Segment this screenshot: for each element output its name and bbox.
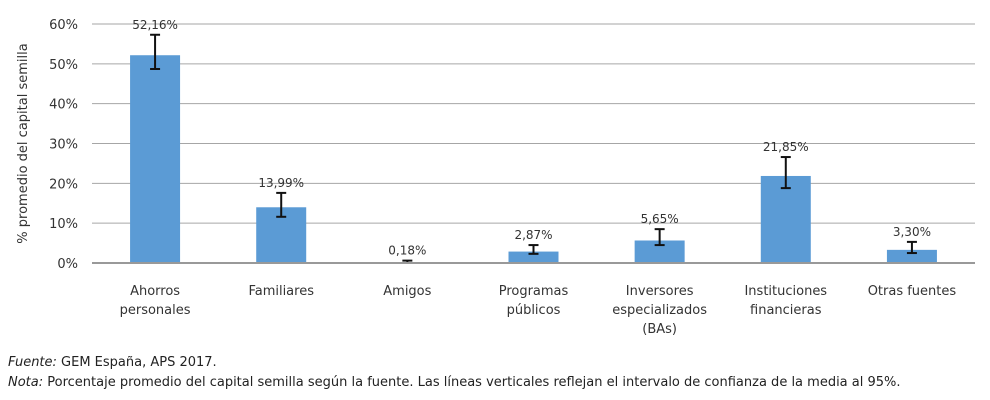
data-label: 52,16%: [132, 18, 178, 32]
source-text: GEM España, APS 2017.: [56, 355, 217, 370]
bar: [508, 251, 559, 263]
x-tick-label: especializados: [612, 303, 707, 318]
x-tick-label: Otras fuentes: [868, 284, 957, 299]
data-label: 3,30%: [893, 225, 931, 239]
nota-label: Nota:: [8, 375, 44, 390]
source-label: Fuente:: [8, 355, 57, 370]
y-axis-label: % promedio del capital semilla: [16, 43, 31, 243]
data-label: 5,65%: [641, 212, 679, 226]
x-tick-label: financieras: [750, 303, 822, 318]
data-label: 21,85%: [763, 140, 809, 154]
y-tick-label: 30%: [49, 138, 78, 153]
bar: [886, 249, 937, 263]
y-tick-label: 0%: [57, 257, 78, 272]
y-tick-label: 60%: [49, 18, 78, 33]
x-tick-label: Amigos: [383, 284, 431, 299]
x-tick-label: Ahorros: [130, 284, 180, 299]
y-tick-label: 50%: [49, 58, 78, 73]
nota-note: Nota: Porcentaje promedio del capital se…: [8, 375, 901, 390]
nota-text: Porcentaje promedio del capital semilla …: [43, 375, 901, 390]
x-tick-label: públicos: [507, 303, 561, 318]
y-tick-label: 40%: [49, 98, 78, 113]
y-tick-label: 10%: [49, 217, 78, 232]
x-tick-label: Inversores: [626, 284, 694, 299]
x-tick-label: Programas: [499, 284, 569, 299]
x-tick-label: personales: [120, 303, 191, 318]
y-tick-label: 20%: [49, 177, 78, 192]
bar: [634, 240, 685, 263]
data-label: 2,87%: [514, 228, 552, 242]
data-label: 13,99%: [258, 176, 304, 190]
bar-chart: 0% 10% 20% 30% 40% 50% 60% % promedio del capit…: [16, 18, 975, 337]
x-tick-label: Familiares: [248, 284, 314, 299]
source-note: Fuente: GEM España, APS 2017.: [8, 355, 217, 370]
data-label: 0,18%: [388, 244, 426, 258]
bar: [760, 175, 811, 263]
x-tick-label: (BAs): [642, 322, 677, 337]
x-tick-label: Instituciones: [744, 284, 827, 299]
bar: [130, 55, 181, 263]
